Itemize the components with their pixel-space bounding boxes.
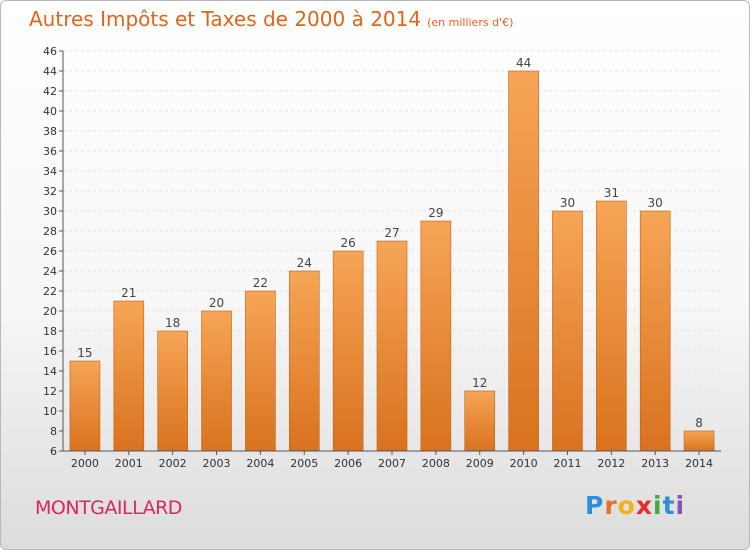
y-tick-label: 36	[43, 145, 57, 158]
y-tick-label: 40	[43, 105, 57, 118]
logo-letter: x	[635, 491, 653, 520]
y-tick-label: 6	[50, 445, 57, 458]
y-tick-label: 28	[43, 225, 57, 238]
value-label-2011: 30	[560, 196, 575, 210]
x-tick-label-2006: 2006	[334, 457, 362, 470]
value-label-2006: 26	[340, 236, 355, 250]
y-tick-label: 38	[43, 125, 57, 138]
bar-2003	[201, 310, 232, 452]
y-tick-label: 44	[43, 65, 57, 78]
y-tick-label: 26	[43, 245, 57, 258]
value-label-2010: 44	[516, 56, 531, 70]
bar-2014	[683, 430, 715, 452]
x-tick-label-2013: 2013	[641, 457, 669, 470]
bar-2010	[508, 70, 539, 452]
value-label-2000: 15	[77, 346, 92, 360]
y-tick-label: 24	[43, 265, 57, 278]
logo-letter: P	[585, 491, 605, 520]
x-tick-label-2002: 2002	[159, 457, 187, 470]
value-label-2009: 12	[472, 376, 487, 390]
value-label-2014: 8	[695, 416, 703, 430]
x-tick-label-2003: 2003	[203, 457, 231, 470]
x-tick-label-2014: 2014	[685, 457, 713, 470]
y-tick-label: 32	[43, 185, 57, 198]
y-tick-label: 22	[43, 285, 57, 298]
x-tick-label-2000: 2000	[71, 457, 99, 470]
y-tick-label: 30	[43, 205, 57, 218]
bar-2013	[639, 210, 671, 452]
x-tick-label-2007: 2007	[378, 457, 406, 470]
bar-2006	[332, 250, 364, 452]
value-label-2005: 24	[297, 256, 312, 270]
logo-letter: r	[604, 491, 618, 520]
y-tick-label: 20	[43, 305, 57, 318]
value-label-2004: 22	[253, 276, 268, 290]
value-label-2007: 27	[384, 226, 399, 240]
x-tick-label-2011: 2011	[553, 457, 581, 470]
bar-2005	[288, 270, 320, 452]
bars	[69, 70, 715, 452]
bar-2004	[245, 290, 276, 452]
value-label-2012: 31	[604, 186, 619, 200]
chart-title: Autres Impôts et Taxes de 2000 à 2014 (en…	[29, 7, 513, 31]
commune-name: MONTGAILLARD	[35, 497, 182, 519]
value-label-2013: 30	[648, 196, 663, 210]
bar-2012	[596, 200, 627, 452]
value-label-2008: 29	[428, 206, 443, 220]
y-tick-label: 18	[43, 325, 57, 338]
x-tick-label-2008: 2008	[422, 457, 450, 470]
bar-2009	[464, 390, 496, 452]
x-tick-label-2010: 2010	[510, 457, 538, 470]
y-tick-label: 10	[43, 405, 57, 418]
x-tick-label-2012: 2012	[597, 457, 625, 470]
y-tick-label: 46	[43, 45, 57, 58]
value-label-2003: 20	[209, 296, 224, 310]
bar-2000	[69, 360, 101, 452]
chart-unit: (en milliers d'€)	[427, 16, 514, 29]
y-tick-label: 14	[43, 365, 57, 378]
bar-2002	[157, 330, 188, 452]
x-tick-label-2004: 2004	[246, 457, 274, 470]
logo-letter: t	[662, 491, 676, 520]
y-tick-label: 34	[43, 165, 57, 178]
bar-2007	[376, 240, 408, 452]
x-tick-label-2001: 2001	[115, 457, 143, 470]
logo-letter: i	[653, 491, 663, 520]
y-tick-label: 12	[43, 385, 57, 398]
value-label-2001: 21	[121, 286, 136, 300]
value-labels: 15 21 18 20 22 24 26 27 29 12 44 30 31 30 8	[77, 56, 703, 430]
bar-2001	[113, 300, 145, 452]
x-tick-label-2005: 2005	[290, 457, 318, 470]
value-label-2002: 18	[165, 316, 180, 330]
y-tick-label: 16	[43, 345, 57, 358]
logo-letter: i	[675, 491, 686, 520]
y-tick-label: 8	[50, 425, 57, 438]
bar-2008	[420, 220, 452, 452]
axes: 6 8 10 12 14 16 18 20 22 24 26 28 30 32 34 36 38 40 42 44 46…	[43, 45, 721, 470]
chart-title-text: Autres Impôts et Taxes de 2000 à 2014	[29, 7, 422, 31]
logo-letter: o	[617, 491, 636, 520]
bar-2011	[552, 210, 583, 452]
y-tick-label: 42	[43, 85, 57, 98]
proxiti-logo: Proxiti	[585, 491, 685, 520]
x-tick-label-2009: 2009	[466, 457, 494, 470]
